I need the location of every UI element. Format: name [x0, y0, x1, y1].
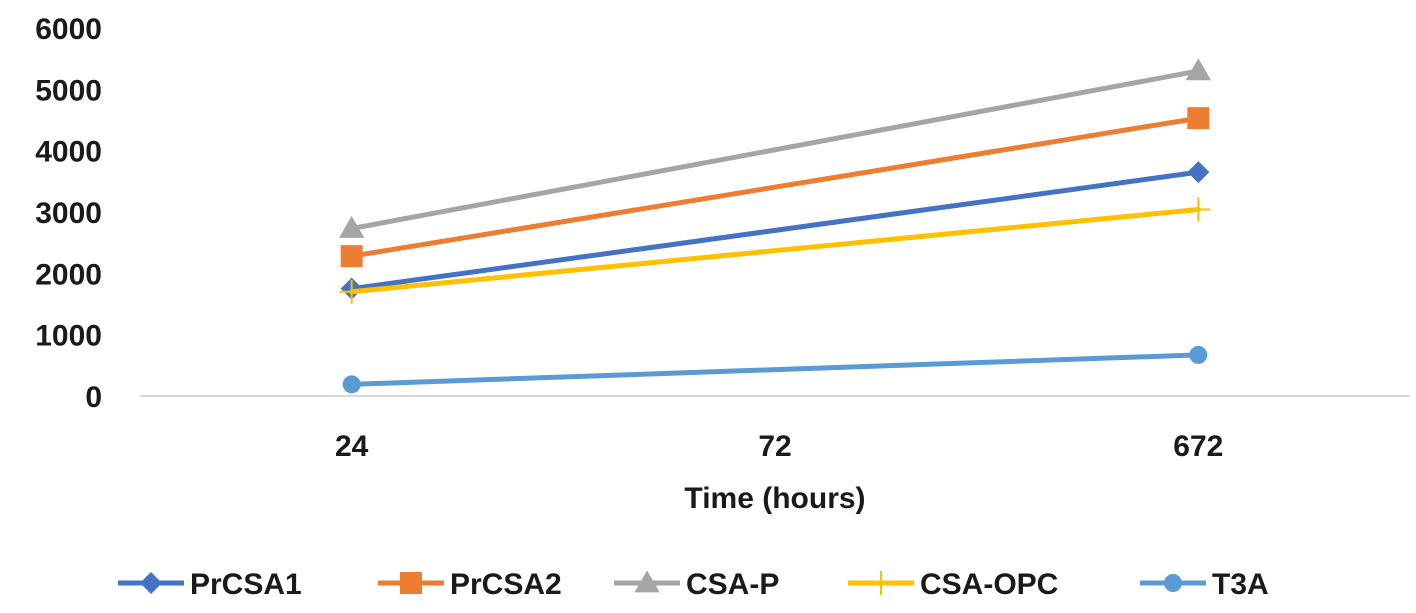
legend-label: CSA-OPC — [920, 568, 1058, 601]
series-line — [349, 115, 1201, 259]
legend-label: CSA-P — [686, 568, 779, 601]
x-axis-ticks: 24 72 672 — [335, 430, 1223, 463]
legend-item: CSA-OPC — [848, 568, 1058, 601]
y-tick-label: 0 — [85, 381, 102, 414]
legend-item: PrCSA1 — [118, 568, 302, 601]
y-tick-label: 6000 — [35, 13, 102, 46]
legend-marker — [634, 570, 660, 593]
series-line — [349, 352, 1201, 387]
data-point — [1185, 58, 1211, 81]
data-point — [1187, 107, 1210, 130]
data-point — [1189, 345, 1208, 364]
data-point — [339, 215, 365, 238]
x-tick-label: 24 — [335, 430, 369, 463]
x-tick-label: 72 — [758, 430, 791, 463]
y-tick-label: 3000 — [35, 197, 102, 230]
legend-item: PrCSA2 — [378, 568, 562, 601]
data-point — [339, 279, 364, 304]
legend-label: PrCSA2 — [450, 568, 562, 601]
y-tick-label: 2000 — [35, 258, 102, 291]
x-axis-title: Time (hours) — [684, 482, 865, 515]
legend-item: T3A — [1140, 568, 1269, 601]
data-point — [342, 375, 361, 394]
y-tick-label: 5000 — [35, 74, 102, 107]
series-line — [349, 68, 1201, 232]
x-tick-label: 672 — [1173, 430, 1223, 463]
legend-marker — [869, 571, 893, 595]
y-tick-label: 1000 — [35, 320, 102, 353]
series-prcsa2 — [340, 107, 1210, 268]
series-csa-opc — [339, 197, 1211, 304]
series-line — [349, 207, 1201, 295]
legend-item: CSA-P — [614, 568, 779, 601]
series-line — [349, 169, 1201, 292]
legend-marker — [400, 572, 422, 594]
legend: PrCSA1 PrCSA2 CSA-P CSA-OPC T3A — [118, 568, 1269, 601]
data-point — [1186, 197, 1211, 222]
legend-marker — [1164, 574, 1182, 592]
y-tick-label: 4000 — [35, 136, 102, 169]
series-csa-p — [339, 58, 1211, 238]
data-point — [1187, 161, 1210, 184]
data-point — [340, 245, 363, 268]
y-axis-ticks: 0 1000 2000 3000 4000 5000 6000 — [35, 13, 102, 414]
series-t3a — [342, 345, 1208, 394]
legend-marker — [140, 572, 162, 594]
series-group — [339, 58, 1211, 394]
legend-label: T3A — [1212, 568, 1269, 601]
legend-label: PrCSA1 — [190, 568, 302, 601]
